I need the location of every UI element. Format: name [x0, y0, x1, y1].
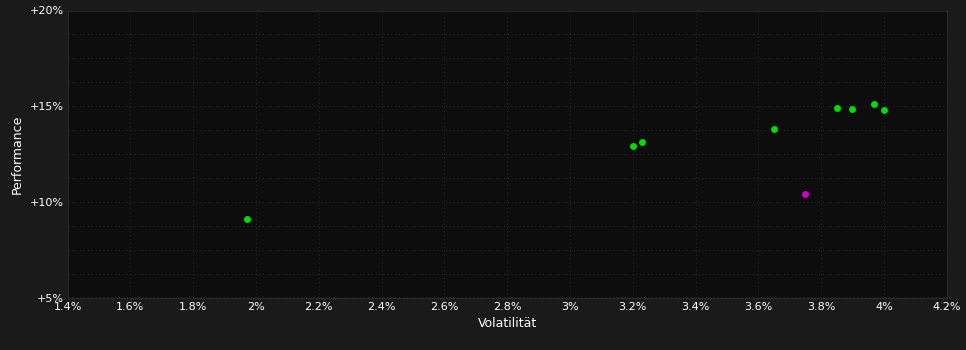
Point: [867, 102, 882, 107]
Point: [798, 191, 813, 197]
Point: [876, 107, 892, 113]
Point: [829, 105, 844, 111]
X-axis label: Volatilität: Volatilität: [477, 317, 537, 330]
Point: [635, 139, 650, 144]
Point: [766, 126, 781, 132]
Y-axis label: Performance: Performance: [11, 114, 24, 194]
Point: [239, 216, 254, 222]
Point: [844, 106, 860, 112]
Point: [625, 144, 640, 149]
